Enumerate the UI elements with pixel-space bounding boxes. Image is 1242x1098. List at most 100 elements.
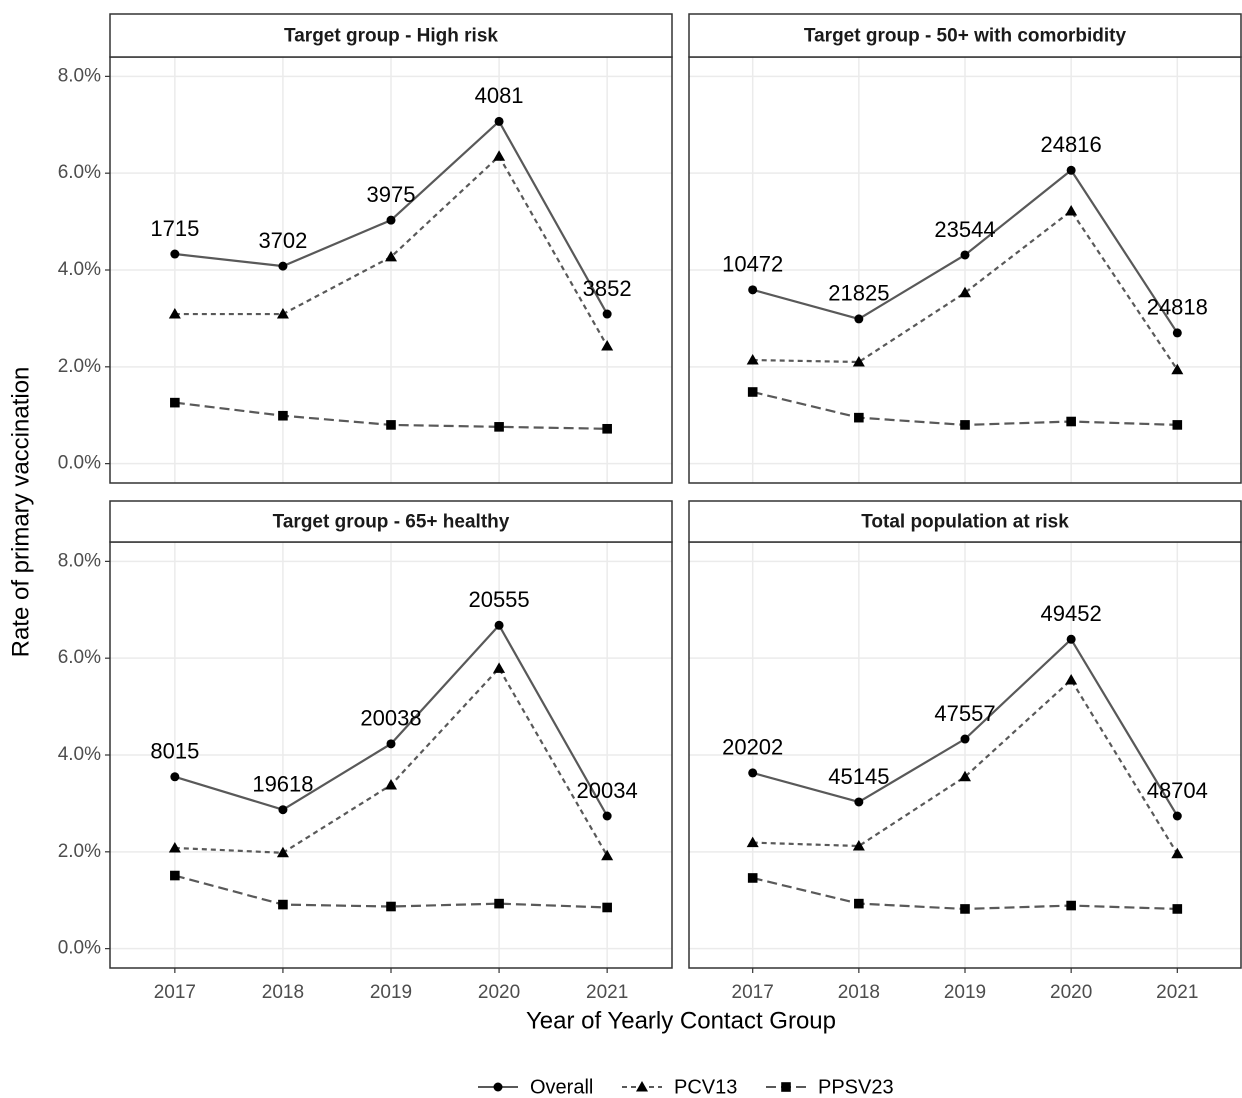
x-tick-label: 2019 — [944, 982, 986, 1003]
point — [170, 870, 180, 881]
x-tick-label: 2020 — [1050, 982, 1092, 1003]
strip — [109, 13, 673, 58]
point-label: 3975 — [367, 182, 416, 207]
point — [854, 412, 864, 423]
x-tick-label: 2017 — [732, 982, 774, 1003]
point — [1172, 420, 1183, 430]
point — [1066, 165, 1076, 175]
point — [602, 902, 612, 913]
point-label: 3702 — [258, 228, 307, 253]
point — [1172, 904, 1183, 914]
point — [746, 354, 759, 365]
point-label: 49452 — [1041, 601, 1102, 626]
x-tick-label: 2021 — [586, 982, 628, 1003]
point-label: 21825 — [828, 281, 889, 306]
point — [493, 150, 506, 161]
x-tick-label: 2017 — [154, 982, 196, 1003]
point — [602, 423, 612, 434]
point — [960, 734, 970, 744]
point — [385, 779, 397, 790]
point — [494, 620, 504, 630]
legend-label: PCV13 — [674, 1076, 737, 1098]
point-label: 4081 — [475, 83, 524, 108]
point — [1171, 363, 1184, 375]
point-label: 1715 — [150, 216, 199, 241]
point-label: 20038 — [360, 706, 421, 731]
point-label: 45145 — [828, 764, 889, 789]
strip — [109, 500, 673, 543]
point — [1172, 811, 1182, 821]
point — [276, 846, 289, 858]
point — [494, 898, 504, 909]
point — [960, 420, 970, 430]
point — [1066, 634, 1076, 644]
point — [854, 898, 864, 909]
point — [1171, 847, 1184, 859]
strip — [688, 13, 1242, 58]
point — [168, 308, 181, 319]
point-label: 3852 — [583, 276, 632, 301]
point-label: 20555 — [468, 587, 529, 612]
point — [276, 308, 289, 319]
point — [278, 805, 288, 815]
point — [278, 410, 288, 421]
point — [385, 250, 397, 262]
y-axis-title: Rate of primary vaccination — [7, 367, 34, 658]
point — [748, 768, 758, 778]
point — [278, 899, 288, 910]
point — [852, 355, 865, 367]
point — [170, 772, 180, 782]
point — [1066, 416, 1076, 427]
y-tick-label: 2.0% — [58, 356, 101, 377]
panel-title: Total population at risk — [861, 512, 1069, 533]
series-line — [174, 154, 609, 347]
point-label: 47557 — [934, 701, 995, 726]
point — [168, 841, 181, 853]
point — [602, 811, 612, 821]
x-tick-label: 2018 — [262, 982, 304, 1003]
point — [602, 309, 612, 319]
x-tick-label: 2021 — [1156, 982, 1198, 1003]
point — [959, 770, 971, 782]
point — [386, 420, 396, 430]
point-label: 24816 — [1041, 132, 1102, 157]
y-tick-label: 6.0% — [58, 162, 101, 183]
y-tick-label: 8.0% — [58, 550, 101, 571]
point — [170, 397, 180, 408]
x-tick-label: 2018 — [838, 982, 880, 1003]
y-tick-label: 4.0% — [58, 259, 101, 280]
point — [1065, 673, 1078, 685]
series-line — [752, 678, 1179, 855]
y-tick-label: 2.0% — [58, 841, 101, 862]
legend-marker — [636, 1081, 648, 1092]
point-label: 24818 — [1147, 295, 1208, 320]
point-label: 20202 — [722, 735, 783, 760]
point — [494, 116, 504, 126]
point-label: 23544 — [934, 217, 995, 242]
point-label: 8015 — [150, 739, 199, 764]
y-tick-label: 6.0% — [58, 647, 101, 668]
x-axis-title: Year of Yearly Contact Group — [526, 1007, 836, 1034]
point — [959, 286, 971, 298]
point — [960, 904, 970, 914]
point — [1066, 900, 1076, 911]
point — [854, 797, 864, 807]
point — [601, 849, 614, 861]
point — [1065, 204, 1078, 216]
point — [747, 387, 758, 397]
point-label: 19618 — [252, 772, 313, 797]
y-tick-label: 8.0% — [58, 65, 101, 86]
point — [386, 901, 396, 912]
point — [746, 836, 759, 848]
point — [601, 340, 614, 351]
y-tick-label: 0.0% — [58, 938, 101, 959]
point — [852, 840, 865, 851]
legend-label: Overall — [530, 1076, 593, 1098]
point — [747, 873, 758, 883]
point-label: 20034 — [577, 778, 638, 803]
point — [494, 422, 504, 432]
point — [748, 285, 758, 295]
point-label: 10472 — [722, 252, 783, 277]
point-label: 48704 — [1147, 778, 1208, 803]
